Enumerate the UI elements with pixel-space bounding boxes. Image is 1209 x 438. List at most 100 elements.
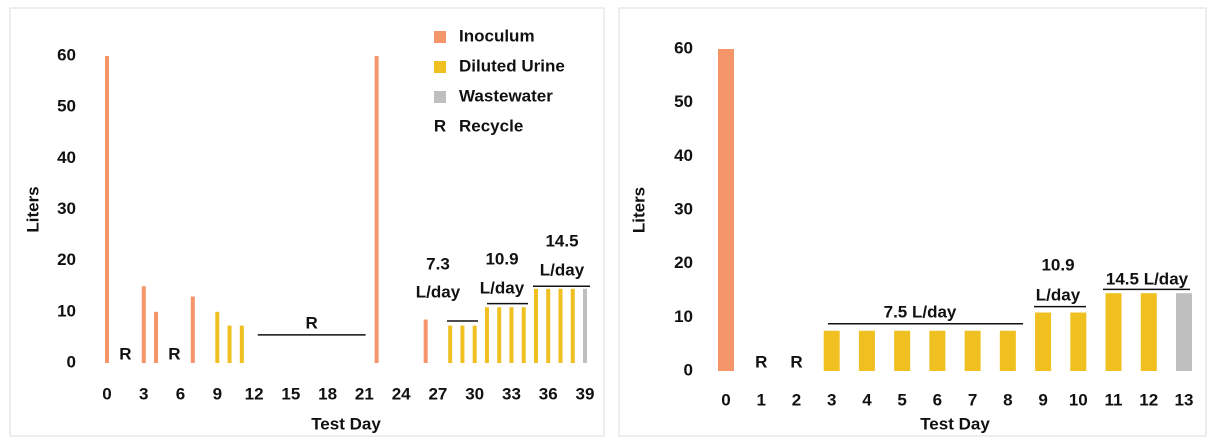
y-tick-label: 20 <box>57 250 76 269</box>
legend-swatch <box>434 91 446 103</box>
y-tick-label: 0 <box>684 360 693 379</box>
x-tick-label: 24 <box>392 384 411 403</box>
x-tick-label: 39 <box>576 384 595 403</box>
bar <box>105 56 109 363</box>
legend-swatch <box>434 61 446 73</box>
bar <box>1140 293 1157 371</box>
legend-label: Wastewater <box>459 86 553 105</box>
bar <box>858 330 875 371</box>
x-tick-label: 13 <box>1175 390 1194 409</box>
y-tick-label: 40 <box>674 146 693 165</box>
x-tick-label: 11 <box>1105 390 1123 409</box>
bar <box>1035 312 1052 371</box>
y-tick-label: 10 <box>674 307 693 326</box>
rate-annotation: L/day <box>1036 285 1081 304</box>
y-tick-label: 30 <box>674 199 693 218</box>
x-tick-label: 3 <box>139 384 148 403</box>
x-tick-label: 3 <box>827 390 836 409</box>
legend-label: Diluted Urine <box>459 56 565 75</box>
rate-annotation: 10.9 <box>485 249 518 268</box>
x-tick-label: 4 <box>862 390 872 409</box>
bar <box>509 307 514 363</box>
x-tick-label: 6 <box>933 390 942 409</box>
x-axis-label: Test Day <box>920 414 990 433</box>
panel-border <box>9 7 605 437</box>
y-axis-label: Liters <box>23 186 42 232</box>
legend-label: Recycle <box>459 116 523 135</box>
rate-annotation: 7.3 <box>426 254 450 273</box>
legend-swatch <box>434 31 446 43</box>
bar <box>823 330 840 371</box>
bar <box>190 296 195 363</box>
rate-annotation: L/day <box>416 282 461 301</box>
bar <box>1070 312 1087 371</box>
recycle-label: R <box>168 344 180 363</box>
bar <box>521 307 526 363</box>
x-tick-label: 7 <box>968 390 977 409</box>
legend-label: Inoculum <box>459 26 535 45</box>
x-tick-label: 9 <box>213 384 222 403</box>
x-tick-label: 9 <box>1038 390 1047 409</box>
bar <box>558 288 563 363</box>
x-tick-label: 1 <box>756 390 765 409</box>
x-tick-label: 8 <box>1003 390 1012 409</box>
y-tick-label: 40 <box>57 148 76 167</box>
x-tick-label: 36 <box>539 384 558 403</box>
bar <box>154 311 159 363</box>
bar <box>374 56 379 363</box>
bar <box>894 330 911 371</box>
bar <box>533 288 538 363</box>
rate-annotation: L/day <box>480 278 525 297</box>
y-axis-label: Liters <box>629 187 648 233</box>
x-tick-label: 0 <box>721 390 730 409</box>
rate-annotation: 7.5 L/day <box>884 302 957 321</box>
x-tick-label: 27 <box>428 384 447 403</box>
rate-annotation: 10.9 <box>1041 255 1074 274</box>
bar <box>546 288 551 363</box>
rate-annotation: 14.5 <box>545 231 578 250</box>
recycle-label: R <box>755 352 767 371</box>
panel-border <box>618 7 1207 437</box>
x-tick-label: 15 <box>281 384 300 403</box>
bar <box>570 288 575 363</box>
bar <box>141 286 146 363</box>
x-tick-label: 2 <box>792 390 801 409</box>
x-tick-label: 0 <box>102 384 111 403</box>
y-tick-label: 20 <box>674 253 693 272</box>
bar <box>583 288 587 363</box>
y-tick-label: 0 <box>67 352 76 371</box>
bar <box>999 330 1016 371</box>
x-tick-label: 12 <box>245 384 264 403</box>
legend-marker: R <box>434 116 446 135</box>
bar <box>239 325 244 363</box>
bar <box>227 325 232 363</box>
x-tick-label: 10 <box>1069 390 1088 409</box>
bar <box>497 307 502 363</box>
x-tick-label: 33 <box>502 384 521 403</box>
bar <box>215 311 220 363</box>
rate-annotation: 14.5 L/day <box>1106 269 1189 288</box>
y-tick-label: 30 <box>57 199 76 218</box>
bar <box>964 330 981 371</box>
recycle-label: R <box>306 313 318 332</box>
bar <box>1105 293 1122 371</box>
x-tick-label: 6 <box>176 384 185 403</box>
y-tick-label: 10 <box>57 301 76 320</box>
x-tick-label: 18 <box>318 384 337 403</box>
x-tick-label: 21 <box>355 384 374 403</box>
bar <box>929 330 946 371</box>
x-axis-label: Test Day <box>311 414 381 433</box>
x-tick-label: 5 <box>897 390 906 409</box>
recycle-label: R <box>119 344 131 363</box>
bar <box>460 325 465 363</box>
bar <box>1176 293 1192 371</box>
bar <box>472 325 477 363</box>
bar <box>484 307 489 363</box>
y-tick-label: 60 <box>674 38 693 57</box>
recycle-label: R <box>790 352 802 371</box>
rate-annotation: L/day <box>540 260 585 279</box>
y-tick-label: 50 <box>57 97 76 116</box>
y-tick-label: 50 <box>674 92 693 111</box>
